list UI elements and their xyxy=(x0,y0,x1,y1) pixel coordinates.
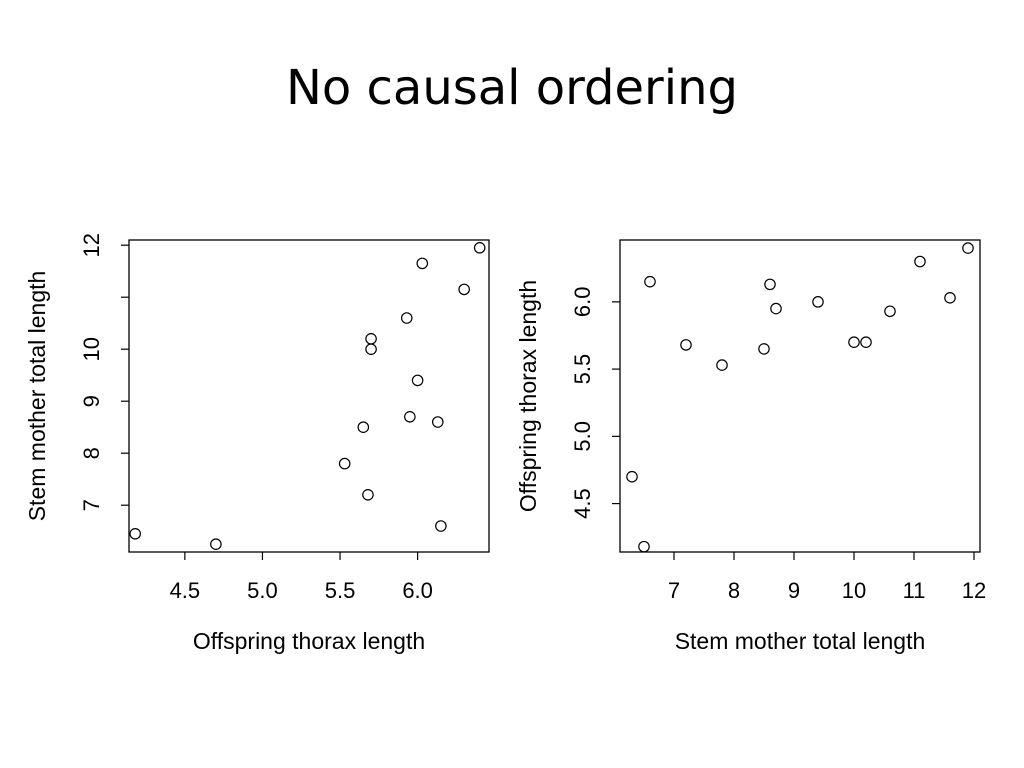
right-data-point xyxy=(848,336,860,349)
left-plot-frame xyxy=(128,239,490,553)
left-y-tick-label: 12 xyxy=(79,233,104,257)
left-data-point xyxy=(357,421,370,433)
left-data-point xyxy=(411,374,424,387)
right-data-point xyxy=(860,336,872,349)
right-data-point xyxy=(944,292,956,304)
left-x-tick-label: 4.5 xyxy=(170,578,201,603)
right-y-tick-label: 5.5 xyxy=(570,354,595,385)
right-x-tick-label: 7 xyxy=(668,578,680,603)
right-x-tick-label: 9 xyxy=(788,578,800,603)
right-x-tick-label: 12 xyxy=(962,578,986,603)
right-plot-frame xyxy=(619,239,981,553)
left-x-tick-label: 5.5 xyxy=(325,578,356,603)
left-data-point xyxy=(435,520,447,532)
right-y-tick-label: 6.0 xyxy=(570,287,595,318)
left-data-point xyxy=(362,488,374,501)
left-y-tick-label: 9 xyxy=(79,395,104,407)
right-data-point xyxy=(914,255,926,268)
left-data-point xyxy=(129,527,142,540)
left-y-tick-label: 8 xyxy=(79,447,104,459)
right-data-point xyxy=(638,540,650,553)
left-data-point xyxy=(210,538,222,550)
right-y-tick-label: 5.0 xyxy=(570,421,595,452)
right-data-point xyxy=(716,359,728,371)
left-data-point xyxy=(416,257,429,270)
right-x-tick-label: 8 xyxy=(728,578,740,603)
left-data-point xyxy=(365,332,377,345)
right-data-point xyxy=(764,278,776,291)
left-x-axis-label: Offspring thorax length xyxy=(193,628,425,654)
left-x-tick-label: 5.0 xyxy=(247,578,278,603)
left-data-point xyxy=(473,242,486,254)
right-data-point xyxy=(758,343,770,355)
right-y-tick-label: 4.5 xyxy=(570,488,595,519)
left-y-tick-label: 7 xyxy=(79,499,104,511)
right-data-point xyxy=(626,470,638,483)
right-x-tick-label: 11 xyxy=(903,578,926,603)
right-data-point xyxy=(644,275,656,288)
left-data-point xyxy=(400,312,413,324)
left-x-tick-label: 6.0 xyxy=(402,578,433,603)
right-x-axis-label: Stem mother total length xyxy=(675,628,926,654)
right-data-point xyxy=(962,242,974,254)
slide-title: No causal ordering xyxy=(286,60,738,116)
left-data-point xyxy=(458,283,470,296)
right-x-tick-label: 10 xyxy=(842,578,866,603)
left-data-point xyxy=(431,416,444,428)
left-y-axis-label: Stem mother total length xyxy=(24,271,50,522)
right-data-point xyxy=(812,296,824,308)
right-data-point xyxy=(770,302,782,315)
left-y-tick-label: 10 xyxy=(79,337,104,361)
left-data-point xyxy=(338,457,351,470)
right-data-point xyxy=(680,339,692,351)
right-data-point xyxy=(884,305,896,318)
left-data-point xyxy=(404,410,416,423)
right-y-axis-label: Offspring thorax length xyxy=(515,280,541,512)
